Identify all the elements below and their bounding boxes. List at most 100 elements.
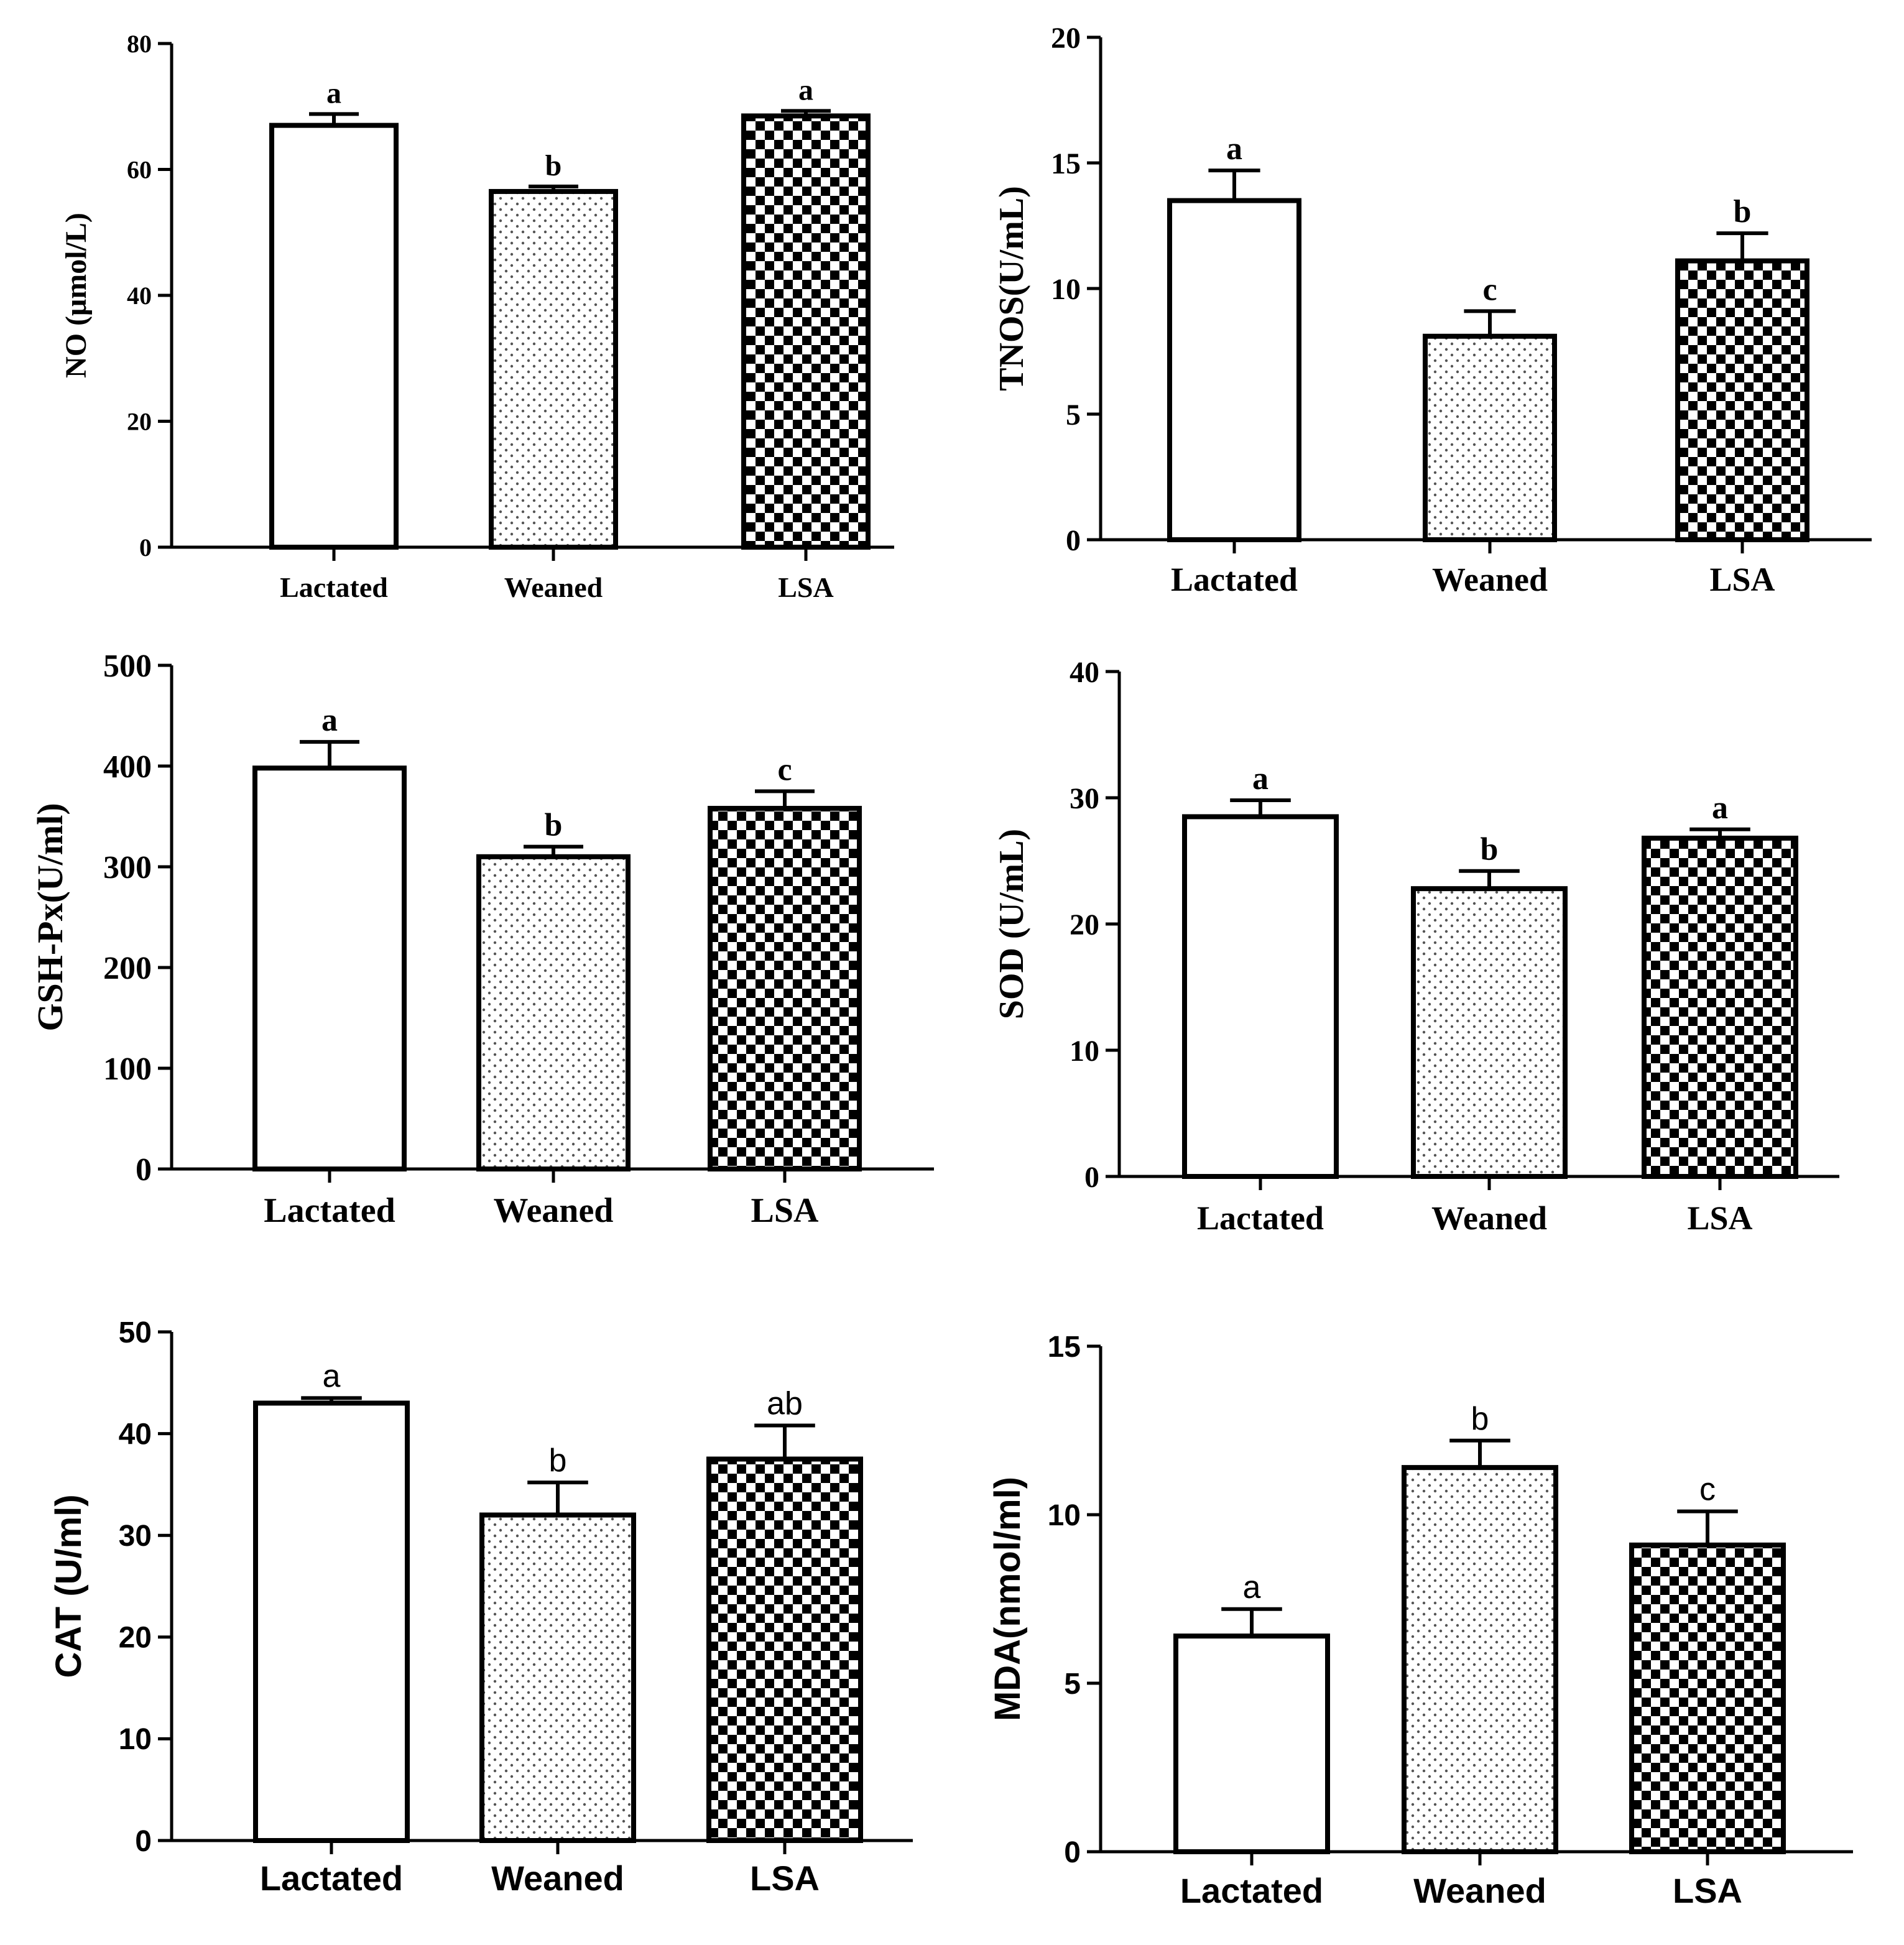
y-tick-label: 40: [1070, 656, 1099, 689]
error-bar-lsa: [754, 1423, 815, 1459]
significance-letter-lsa: a: [1712, 790, 1728, 826]
y-tick-label: 20: [119, 1622, 152, 1655]
significance-letter-lactated: a: [1252, 761, 1269, 797]
bar-lactated: [1173, 1633, 1330, 1855]
category-label-lactated: Lactated: [1171, 561, 1298, 598]
error-bar-lsa: [1716, 231, 1768, 261]
panel-mda: a Lactated b Weaned c LSA 0 5 10 15 MDA(nmol/ml): [987, 1331, 1853, 1910]
error-bar-weaned: [1449, 1438, 1510, 1468]
category-label-lsa: LSA: [1687, 1199, 1752, 1237]
y-tick-label: 0: [139, 534, 152, 561]
y-tick-label: 15: [1051, 147, 1081, 180]
y-tick-label: 5: [1066, 399, 1081, 432]
bar-lsa: [1642, 835, 1798, 1179]
y-tick-label: 0: [1066, 524, 1081, 557]
y-tick-label: 400: [103, 749, 152, 785]
bar-weaned: [1402, 1465, 1558, 1855]
category-label-lactated: Lactated: [280, 571, 388, 603]
bar-lactated: [269, 122, 399, 550]
y-tick-label: 10: [1048, 1499, 1081, 1532]
category-label-weaned: Weaned: [1413, 1871, 1546, 1910]
category-label-weaned: Weaned: [1431, 1199, 1547, 1237]
bar-lactated: [1182, 814, 1339, 1179]
bar-lactated: [1167, 198, 1301, 543]
category-label-weaned: Weaned: [494, 1191, 614, 1230]
error-bar-lsa: [781, 109, 831, 116]
significance-letter-lactated: a: [326, 76, 341, 109]
category-label-lsa: LSA: [750, 1859, 820, 1898]
bar-weaned: [489, 188, 618, 550]
y-tick-label: 30: [119, 1520, 152, 1553]
y-tick-label: 100: [103, 1051, 152, 1087]
significance-letter-weaned: b: [549, 1443, 567, 1479]
error-bar-lactated: [1221, 1607, 1282, 1637]
panel-no: a Lactated b Weaned a LSA 0 20 40 60 80 NO (μmol/L): [60, 30, 894, 603]
error-bar-weaned: [1459, 869, 1520, 889]
y-tick-label: 0: [1084, 1161, 1099, 1194]
category-label-lsa: LSA: [1709, 561, 1775, 598]
y-tick-label: 200: [103, 951, 152, 986]
significance-letter-lsa: c: [777, 752, 792, 788]
y-tick-label: 20: [1070, 908, 1099, 941]
significance-letter-lsa: b: [1734, 194, 1752, 229]
significance-letter-lactated: a: [323, 1358, 341, 1394]
y-tick-label: 15: [1048, 1331, 1081, 1364]
significance-letter-lsa: ab: [767, 1386, 803, 1422]
bar-lsa: [706, 1456, 863, 1843]
panel-gsh-px: a Lactated b Weaned c LSA 0 100 200 300 400 500 GSH-…: [30, 649, 934, 1230]
error-bar-weaned: [524, 844, 583, 857]
y-axis-title: TNOS(U/mL): [992, 186, 1031, 391]
y-axis-title: GSH-Px(U/ml): [30, 803, 70, 1031]
y-tick-label: 20: [127, 408, 152, 436]
bar-lsa: [1629, 1542, 1786, 1855]
y-axis-title: NO (μmol/L): [60, 213, 93, 378]
significance-letter-lactated: a: [321, 703, 338, 738]
y-tick-label: 0: [136, 1152, 152, 1188]
y-tick-label: 10: [119, 1723, 152, 1756]
significance-letter-weaned: b: [1471, 1401, 1489, 1437]
category-label-weaned: Weaned: [491, 1859, 624, 1898]
significance-letter-lactated: a: [1226, 131, 1242, 167]
y-tick-label: 0: [135, 1825, 152, 1858]
y-tick-label: 20: [1051, 22, 1081, 55]
y-tick-label: 300: [103, 850, 152, 885]
panel-tnos: a Lactated c Weaned b LSA 0 5 10 15 20 TNOS(U/mL): [992, 22, 1872, 598]
category-label-lactated: Lactated: [1197, 1199, 1324, 1237]
bar-weaned: [479, 1512, 636, 1843]
significance-letter-weaned: b: [1481, 832, 1499, 867]
bar-lactated: [253, 1400, 410, 1843]
error-bar-lactated: [1208, 169, 1260, 201]
panel-sod: a Lactated b Weaned a LSA 0 10 20 30 40 SOD (U/mL): [992, 656, 1839, 1237]
bar-lactated: [252, 765, 407, 1171]
error-bar-lsa: [1689, 827, 1750, 838]
error-bar-weaned: [527, 1481, 588, 1515]
y-tick-label: 80: [127, 30, 152, 58]
significance-letter-weaned: b: [545, 149, 562, 182]
bar-weaned: [476, 854, 631, 1172]
significance-letter-lsa: a: [798, 73, 813, 106]
y-axis-title: SOD (U/mL): [992, 829, 1031, 1019]
category-label-lsa: LSA: [751, 1191, 819, 1230]
bar-lsa: [1675, 258, 1809, 542]
significance-letter-lactated: a: [1243, 1569, 1261, 1605]
significance-letter-weaned: b: [545, 808, 563, 843]
y-axis-title: CAT (U/ml): [49, 1494, 89, 1678]
bar-lsa: [708, 806, 862, 1172]
bar-lsa: [741, 113, 871, 550]
y-tick-label: 0: [1064, 1836, 1081, 1869]
y-tick-label: 10: [1070, 1035, 1099, 1068]
y-tick-label: 60: [127, 156, 152, 184]
error-bar-weaned: [529, 184, 578, 192]
y-tick-label: 5: [1064, 1668, 1081, 1701]
panel-cat: a Lactated b Weaned ab LSA 0 10 20 30 40 50 CAT (U/m…: [49, 1316, 913, 1898]
category-label-weaned: Weaned: [1432, 561, 1548, 598]
category-label-lsa: LSA: [778, 571, 833, 603]
category-label-lactated: Lactated: [264, 1191, 395, 1230]
error-bar-lactated: [1230, 798, 1291, 817]
category-label-weaned: Weaned: [504, 571, 603, 603]
bar-weaned: [1411, 886, 1568, 1180]
y-tick-label: 500: [103, 649, 152, 684]
error-bar-lactated: [309, 112, 359, 126]
significance-letter-weaned: c: [1482, 272, 1497, 307]
